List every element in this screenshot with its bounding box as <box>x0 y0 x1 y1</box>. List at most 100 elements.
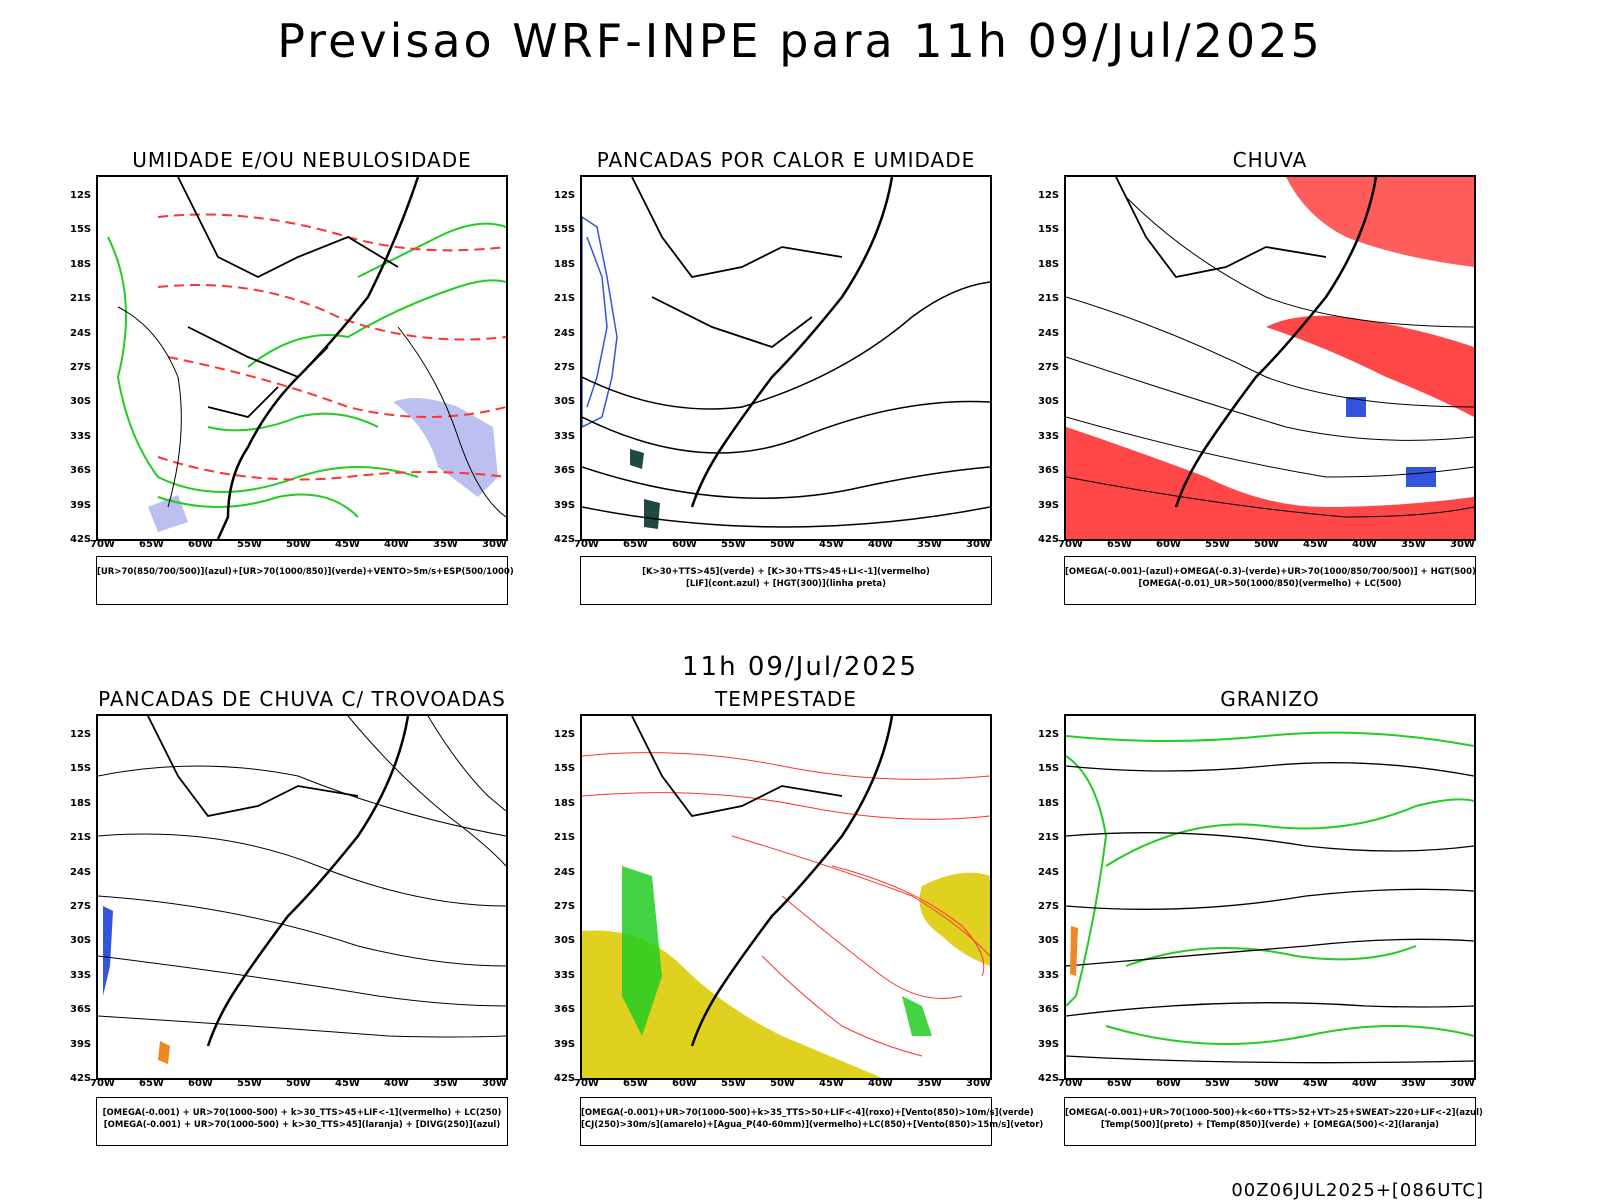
coastline <box>206 716 410 1047</box>
coastline <box>1174 177 1378 508</box>
green-temp850 <box>1105 798 1474 867</box>
lat-tick-label: 18S <box>554 797 576 809</box>
green-contour <box>357 222 506 278</box>
lon-tick-label: 65W <box>1107 1078 1132 1089</box>
lon-tick-label: 45W <box>1303 539 1328 550</box>
red-rain-area <box>1066 427 1474 539</box>
lon-tick-label: 50W <box>286 1078 311 1089</box>
blue-divg <box>103 906 113 996</box>
hgt-contour <box>582 506 990 528</box>
green-temp850 <box>1066 731 1474 747</box>
lat-tick-label: 42S <box>70 1073 92 1084</box>
black-temp500 <box>1066 832 1474 852</box>
map-6-svg <box>1066 731 1474 1064</box>
hgt-contour <box>582 466 990 499</box>
panel-4-title: PANCADAS DE CHUVA C/ TROVOADAS <box>98 687 506 711</box>
lon-tick-label: 35W <box>1401 1078 1426 1089</box>
legend-line: [CJ(250)>30m/s](amarelo)+[Agua_P(40-60mm… <box>581 1120 1044 1130</box>
lat-tick-label: 18S <box>70 797 92 809</box>
lat-tick-label: 24S <box>554 327 576 339</box>
streamline <box>98 765 506 837</box>
lon-tick-label: 45W <box>1303 1078 1328 1089</box>
lat-tick-label: 21S <box>70 293 92 305</box>
streamline <box>1125 196 1474 328</box>
orange-area <box>158 1041 170 1064</box>
map-panel-6 <box>1064 714 1476 1080</box>
lon-tick-label: 50W <box>1254 539 1279 550</box>
red-dashed <box>157 213 506 252</box>
green-wind <box>622 866 662 1036</box>
lon-tick-label: 60W <box>188 1078 213 1089</box>
lat-tick-label: 39S <box>554 1038 576 1050</box>
lat-tick-label: 36S <box>554 1004 576 1016</box>
lat-tick-label: 24S <box>1038 866 1060 878</box>
red-dashed <box>157 284 506 341</box>
lat-tick-label: 30S <box>554 396 576 408</box>
lat-tick-label: 36S <box>1038 1004 1060 1016</box>
lon-tick-label: 70W <box>574 539 599 550</box>
lat-tick-label: 27S <box>554 901 576 912</box>
lon-tick-label: 30W <box>966 1078 991 1089</box>
lon-tick-label: 60W <box>672 539 697 550</box>
lat-tick-label: 39S <box>554 499 576 511</box>
lat-tick-label: 33S <box>554 430 576 442</box>
black-isobar <box>397 326 506 518</box>
lat-tick-label: 12S <box>1038 729 1060 740</box>
panel-1-legend: [UR>70(850/700/500)](azul)+[UR>70(1000/8… <box>96 556 514 605</box>
legend-line: [OMEGA(-0.001)-(azul)+OMEGA(-0.3)-(verde… <box>1065 567 1476 577</box>
lon-tick-label: 35W <box>1401 539 1426 550</box>
lon-tick-label: 70W <box>1058 539 1083 550</box>
map-panel-3 <box>1064 175 1476 541</box>
legend-line: [UR>70(850/700/500)](azul)+[UR>70(1000/8… <box>97 567 514 577</box>
panel-2-legend: [K>30+TTS>45](verde) + [K>30+TTS>45+LI<-… <box>580 556 992 605</box>
lat-tick-label: 12S <box>70 190 92 201</box>
lat-tick-label: 36S <box>70 1004 92 1016</box>
legend-line: [OMEGA(-0.001) + UR>70(1000-500) + k>30_… <box>102 1108 502 1118</box>
blue-omega <box>1346 397 1366 417</box>
lon-tick-label: 50W <box>286 539 311 550</box>
panel-4-legend: [OMEGA(-0.001) + UR>70(1000-500) + k>30_… <box>96 1097 508 1146</box>
orange-omega <box>1070 926 1078 976</box>
border <box>631 177 843 278</box>
lat-tick-label: 27S <box>1038 362 1060 373</box>
black-temp500 <box>1066 1055 1474 1064</box>
legend-line: [OMEGA(-0.001)+UR>70(1000-500)+k<60+TTS>… <box>1065 1108 1483 1118</box>
red-streamline <box>731 835 990 957</box>
lat-tick-label: 21S <box>1038 293 1060 305</box>
coastline <box>690 177 894 508</box>
lon-tick-label: 70W <box>90 539 115 550</box>
lat-tick-label: 27S <box>1038 901 1060 912</box>
red-streamline <box>582 752 990 780</box>
lon-tick-label: 65W <box>1107 539 1132 550</box>
panel-1-title: UMIDADE E/OU NEBULOSIDADE <box>132 148 472 172</box>
border <box>1115 177 1327 278</box>
legend-line: [Temp(500)](preto) + [Temp(850)](verde) … <box>1100 1120 1440 1130</box>
green-contour <box>247 279 506 368</box>
black-temp500 <box>1066 888 1474 910</box>
lon-tick-label: 70W <box>90 1078 115 1089</box>
lon-tick-label: 65W <box>623 1078 648 1089</box>
lat-tick-label: 33S <box>70 969 92 981</box>
lon-tick-label: 30W <box>482 1078 507 1089</box>
lat-tick-label: 21S <box>554 832 576 844</box>
map-panel-1 <box>96 175 508 541</box>
panel-5-legend: [OMEGA(-0.001)+UR>70(1000-500)+k>35_TTS>… <box>580 1097 1044 1146</box>
green-temp850 <box>1125 945 1417 967</box>
lat-tick-label: 15S <box>554 224 576 236</box>
lat-tick-label: 27S <box>70 901 92 912</box>
lat-tick-label: 24S <box>1038 327 1060 339</box>
red-streamline <box>582 792 990 820</box>
lon-tick-label: 35W <box>433 1078 458 1089</box>
lat-tick-label: 42S <box>554 1073 576 1084</box>
teal-blob <box>644 499 660 529</box>
lon-tick-label: 50W <box>1254 1078 1279 1089</box>
lon-tick-label: 55W <box>1205 539 1230 550</box>
lat-tick-label: 42S <box>1038 1073 1060 1084</box>
black-isobar <box>117 306 182 508</box>
map-panel-5 <box>580 714 992 1080</box>
red-rain-area <box>1286 177 1474 267</box>
lat-tick-label: 39S <box>1038 499 1060 511</box>
lat-tick-label: 33S <box>1038 969 1060 981</box>
map-2-svg <box>582 177 990 529</box>
lon-tick-label: 35W <box>433 539 458 550</box>
